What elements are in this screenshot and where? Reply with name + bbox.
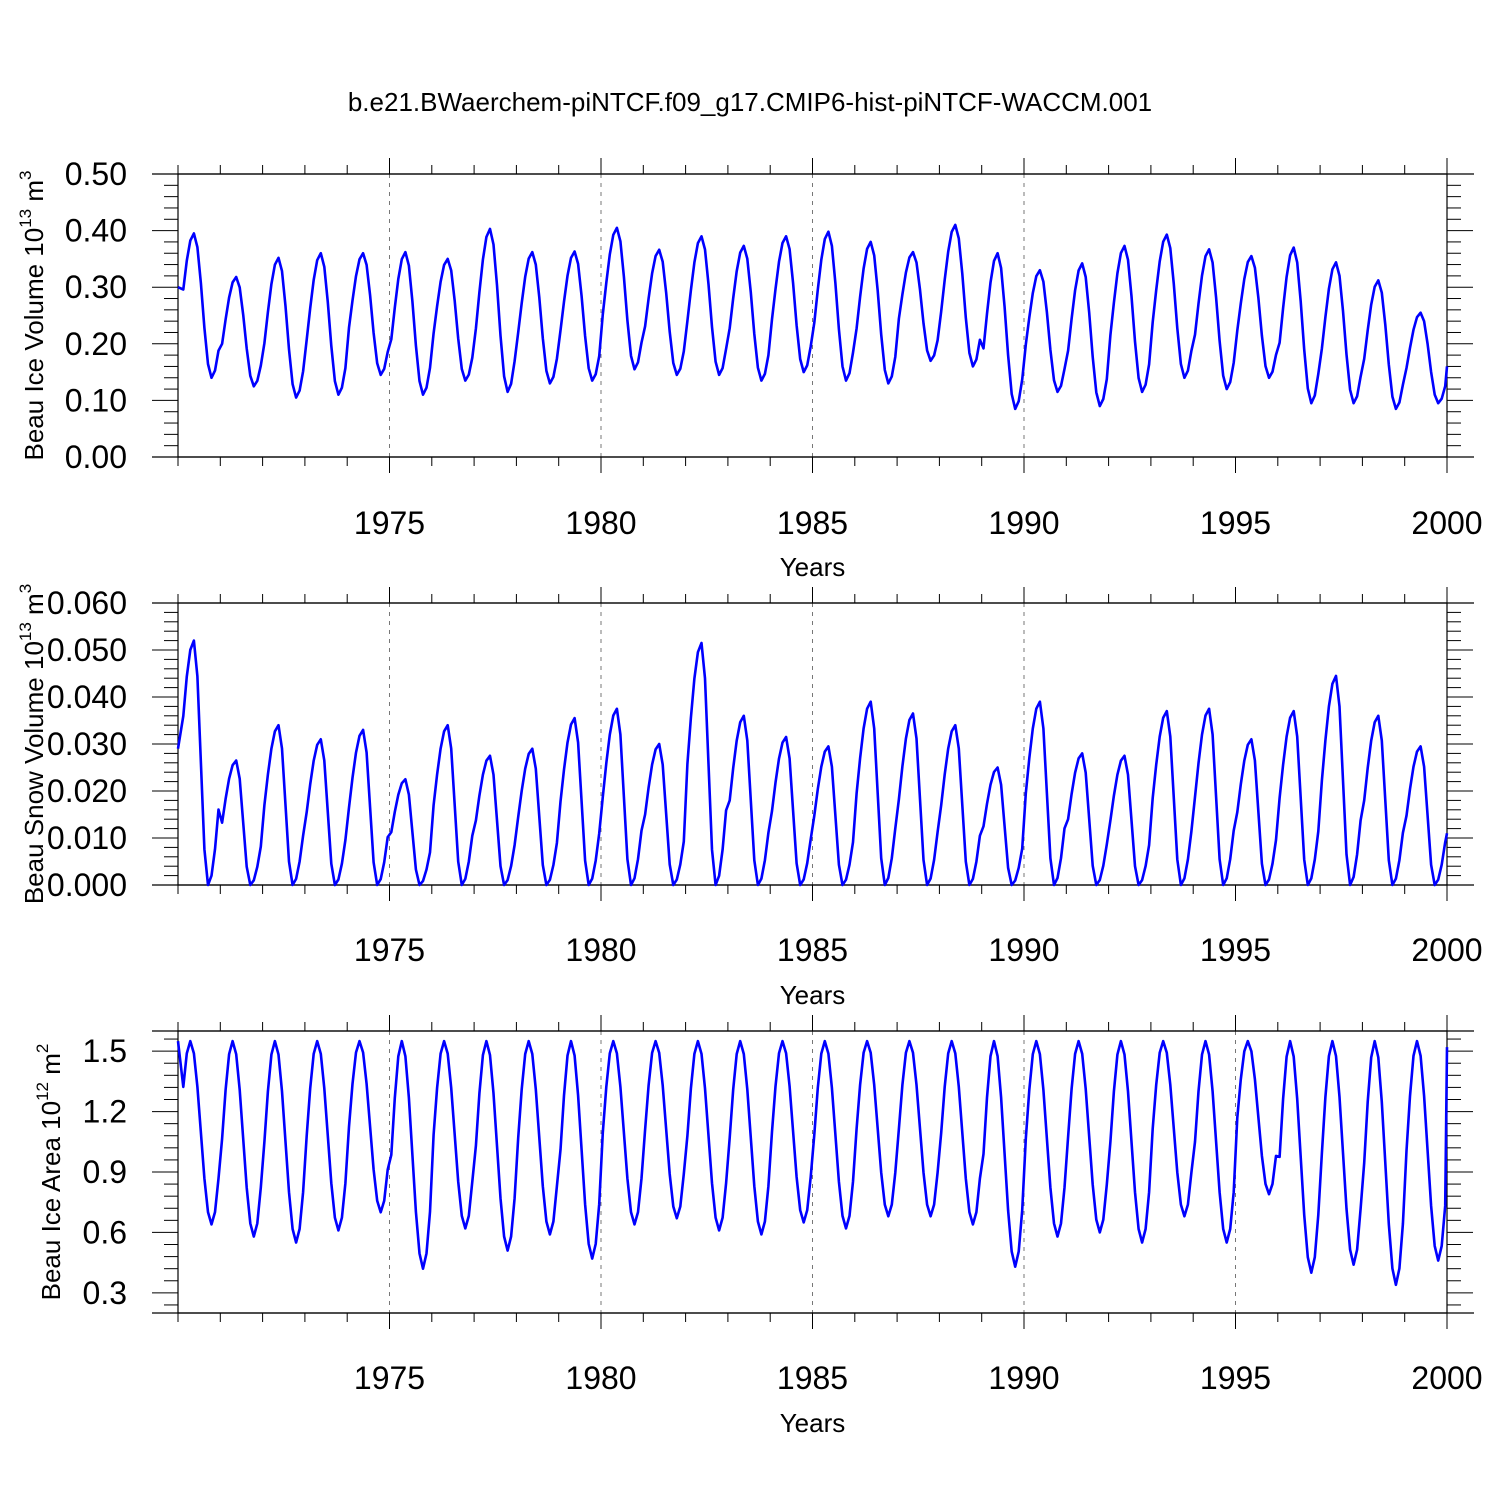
x-tick-label: 1975 <box>354 1360 425 1396</box>
y-tick-label: 0.030 <box>47 726 127 762</box>
plot-frame <box>177 173 1448 458</box>
plot-frame <box>177 602 1448 886</box>
x-tick-label: 1995 <box>1200 1360 1271 1396</box>
y-tick-label: 0.020 <box>47 773 127 809</box>
y-axis-label-ylabel-exp: 12 <box>33 1082 52 1101</box>
y-axis-label-ylabel-unit: m <box>36 1053 66 1082</box>
y-tick-label: 0.00 <box>65 439 127 475</box>
y-tick-label: 1.2 <box>83 1094 127 1130</box>
x-tick-label: 1980 <box>565 1360 636 1396</box>
y-tick-label: 0.050 <box>47 632 127 668</box>
x-tick-label: 1985 <box>777 1360 848 1396</box>
x-tick-label: 1995 <box>1200 505 1271 541</box>
y-tick-label: 0.6 <box>83 1214 127 1250</box>
y-tick-label: 0.20 <box>65 326 127 362</box>
y-axis-label: Beau Snow Volume 1013 m3 <box>16 584 49 904</box>
chart-title: b.e21.BWaerchem-piNTCF.f09_g17.CMIP6-his… <box>348 87 1152 117</box>
panel-1: 0.00 0.10 0.20 0.30 0.40 0.50 1975 1980 1985 1990… <box>16 156 1483 582</box>
y-axis-label-ylabel: Beau Ice Volume 10 <box>19 228 49 461</box>
x-axis-label: Years <box>780 552 846 582</box>
x-axis-label: Years <box>780 1408 846 1438</box>
x-tick-label: 2000 <box>1411 932 1482 968</box>
panel-3: 0.3 0.6 0.9 1.2 1.5 1975 1980 1985 1990 1995 2000 Y… <box>33 1015 1483 1438</box>
x-axis-label: Years <box>780 980 846 1010</box>
y-tick-label: 0.9 <box>83 1154 127 1190</box>
x-tick-label: 1995 <box>1200 932 1271 968</box>
y-axis-label-ylabel-unit-exp: 2 <box>33 1044 52 1053</box>
y-axis-label-ylabel-exp: 13 <box>16 622 35 641</box>
y-tick-label: 0.060 <box>47 585 127 621</box>
y-axis-label: Beau Ice Area 1012 m2 <box>33 1044 66 1301</box>
y-tick-label: 0.040 <box>47 679 127 715</box>
series-line <box>176 1039 1449 1287</box>
y-axis-label-ylabel-unit: m <box>19 593 49 622</box>
x-tick-label: 1990 <box>988 1360 1059 1396</box>
series-line <box>176 639 1449 887</box>
x-tick-label: 2000 <box>1411 1360 1482 1396</box>
y-tick-label: 1.5 <box>83 1033 127 1069</box>
x-tick-label: 1975 <box>354 932 425 968</box>
x-tick-label: 1980 <box>565 932 636 968</box>
y-axis-label-ylabel-unit-exp: 3 <box>16 584 35 593</box>
y-axis-label: Beau Ice Volume 1013 m3 <box>16 171 49 461</box>
x-tick-label: 1980 <box>565 505 636 541</box>
y-tick-label: 0.10 <box>65 382 127 418</box>
y-tick-label: 0.30 <box>65 269 127 305</box>
y-axis-label-ylabel: Beau Snow Volume 10 <box>19 641 49 904</box>
x-tick-label: 1985 <box>777 505 848 541</box>
x-tick-label: 1990 <box>988 932 1059 968</box>
x-tick-label: 1990 <box>988 505 1059 541</box>
series-line <box>177 223 1449 411</box>
panels: 0.00 0.10 0.20 0.30 0.40 0.50 1975 1980 1985 1990… <box>16 156 1483 1438</box>
y-tick-label: 0.50 <box>65 156 127 192</box>
y-tick-label: 0.3 <box>83 1275 127 1311</box>
x-tick-label: 1975 <box>354 505 425 541</box>
y-tick-label: 0.40 <box>65 213 127 249</box>
x-tick-label: 1985 <box>777 932 848 968</box>
y-tick-label: 0.010 <box>47 820 127 856</box>
y-tick-label: 0.000 <box>47 867 127 903</box>
y-axis-label-ylabel: Beau Ice Area 10 <box>36 1101 66 1300</box>
y-axis-label-ylabel-exp: 13 <box>16 209 35 228</box>
panel-2: 0.000 0.010 0.020 0.030 0.040 0.050 0.060 1975 1… <box>16 584 1483 1010</box>
x-tick-label: 2000 <box>1411 505 1482 541</box>
y-axis-label-ylabel-unit: m <box>19 180 49 209</box>
y-axis-label-ylabel-unit-exp: 3 <box>16 171 35 180</box>
plot-frame <box>177 1030 1448 1314</box>
